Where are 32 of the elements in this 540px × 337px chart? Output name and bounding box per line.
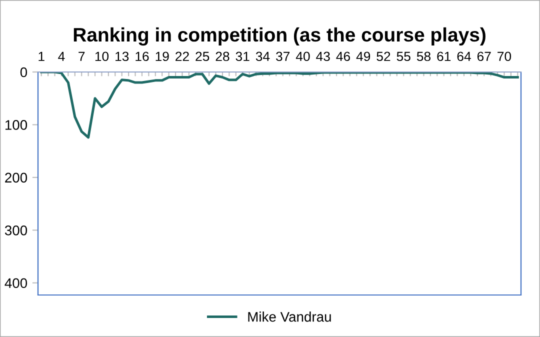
x-tick-label: 19 [156,52,169,62]
line-series [40,72,519,139]
x-tick-label: 1 [38,52,44,61]
x-tick-label: 67 [477,52,491,62]
x-tick-label: 49 [356,52,370,62]
x-tick-label: 58 [416,52,430,62]
legend-label: Mike Vandrau [248,312,331,322]
y-tick-label: 200 [5,172,28,183]
x-tick-label: 52 [376,52,390,62]
x-tick-label: 40 [296,52,310,62]
x-tick-label: 34 [256,52,270,62]
x-tick-label: 4 [58,52,65,61]
x-tick-label: 70 [498,52,512,62]
x-tick-label: 31 [236,52,250,62]
x-tick-label: 46 [336,52,350,62]
x-tick-label: 13 [116,52,129,62]
y-tick-label: 0 [20,67,28,78]
x-tick-label: 64 [457,52,471,62]
x-tick-label: 43 [316,52,330,62]
y-tick-label: 400 [4,278,28,288]
y-tick-label: 100 [5,120,28,130]
x-tick-label: 10 [95,52,109,62]
x-tick-label: 28 [216,52,230,62]
y-tick-label: 300 [4,225,28,236]
chart-title: Ranking in competition (as the course plays) [74,27,486,46]
x-tick-label: 61 [437,52,451,62]
x-tick-label: 25 [196,52,210,62]
x-tick-label: 55 [396,52,410,62]
x-tick-label: 7 [78,52,85,61]
x-tick-label: 37 [276,52,290,62]
x-tick-label: 22 [176,52,189,61]
x-tick-label: 16 [136,52,149,62]
